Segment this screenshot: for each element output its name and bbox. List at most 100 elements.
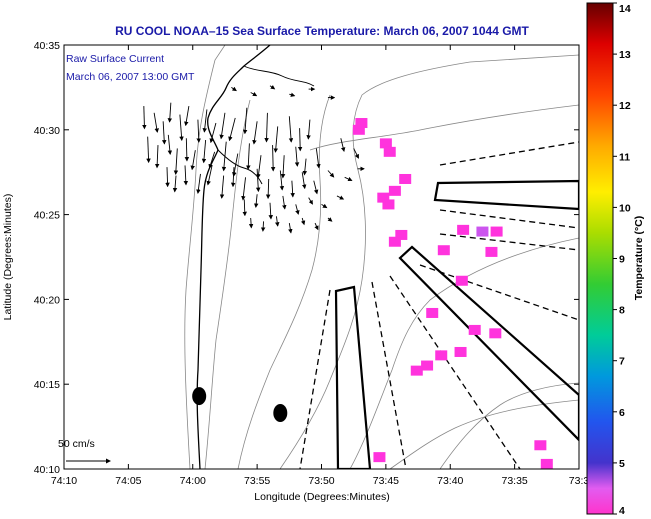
current-vector bbox=[295, 204, 300, 215]
current-vector bbox=[231, 86, 237, 92]
current-vector bbox=[270, 145, 276, 172]
y-axis: 40:10 40:15 40:20 40:25 40:30 40:35 bbox=[34, 40, 579, 476]
sst-patch bbox=[410, 365, 423, 376]
sst-patch bbox=[421, 360, 434, 371]
current-vector bbox=[282, 195, 287, 210]
current-vector bbox=[146, 136, 151, 164]
current-vector bbox=[294, 146, 300, 167]
bathymetry-contours bbox=[184, 45, 579, 469]
sst-patch bbox=[352, 124, 365, 135]
x-tick-label: 73:45 bbox=[373, 475, 399, 487]
sst-patch bbox=[388, 236, 401, 247]
x-tick-label: 73:35 bbox=[501, 475, 527, 487]
radial-lines bbox=[299, 141, 579, 469]
current-vector bbox=[167, 102, 173, 123]
current-vector bbox=[280, 155, 286, 179]
sst-patch bbox=[454, 346, 467, 357]
sst-patch bbox=[485, 246, 498, 257]
y-tick-label: 40:35 bbox=[34, 40, 60, 52]
current-vector bbox=[297, 128, 303, 152]
current-vector bbox=[196, 173, 201, 194]
x-tick-label: 74:10 bbox=[51, 475, 77, 487]
current-vector bbox=[248, 217, 254, 229]
colorbar-tick-label: 8 bbox=[619, 305, 625, 317]
current-vector bbox=[275, 216, 280, 227]
colorbar-tick-label: 14 bbox=[619, 3, 631, 15]
current-vector bbox=[206, 165, 213, 186]
current-vector bbox=[165, 167, 170, 188]
survey-box-east bbox=[433, 179, 579, 211]
current-vector bbox=[306, 119, 311, 140]
sst-patch bbox=[383, 146, 396, 157]
sst-patch bbox=[382, 199, 395, 210]
current-vector bbox=[242, 107, 248, 135]
colorbar-tick-label: 10 bbox=[619, 202, 631, 214]
current-vector bbox=[313, 180, 319, 195]
current-vector bbox=[344, 176, 353, 182]
current-vector bbox=[327, 170, 335, 178]
current-vector bbox=[241, 177, 246, 201]
x-tick-label: 74:05 bbox=[115, 475, 141, 487]
current-vector bbox=[142, 106, 147, 130]
current-vector bbox=[255, 168, 261, 193]
current-vector bbox=[209, 122, 217, 144]
sst-patch bbox=[468, 324, 481, 335]
current-vector bbox=[202, 109, 208, 133]
current-vector bbox=[288, 223, 293, 234]
current-vectors bbox=[142, 84, 365, 234]
current-vector bbox=[230, 167, 236, 188]
colorbar-tick-label: 5 bbox=[619, 458, 625, 470]
y-tick-label: 40:25 bbox=[34, 210, 60, 222]
current-vector bbox=[353, 148, 359, 159]
harbor-shoreline bbox=[243, 65, 315, 87]
current-vector bbox=[301, 172, 307, 190]
sst-patch bbox=[457, 224, 470, 235]
chart-title: RU COOL NOAA–15 Sea Surface Temperature:… bbox=[115, 24, 529, 38]
colorbar-tick-label: 7 bbox=[619, 356, 625, 368]
current-vector bbox=[315, 148, 321, 169]
y-axis-label: Latitude (Degrees:Minutes) bbox=[2, 194, 14, 321]
scale-label: 50 cm/s bbox=[58, 438, 95, 450]
current-vector bbox=[250, 91, 258, 97]
current-vector bbox=[219, 175, 225, 199]
y-tick-label: 40:15 bbox=[34, 379, 60, 391]
current-vector bbox=[154, 145, 160, 169]
current-vector bbox=[221, 141, 227, 172]
annotation-line-2: March 06, 2007 13:00 GMT bbox=[66, 71, 195, 83]
current-vector bbox=[260, 221, 266, 232]
current-vector bbox=[196, 119, 201, 143]
land-marker bbox=[192, 387, 207, 406]
current-vector bbox=[314, 222, 319, 231]
colorbar bbox=[586, 2, 614, 515]
sst-patch bbox=[540, 458, 553, 469]
y-tick-label: 40:30 bbox=[34, 125, 60, 137]
colorbar-tick-label: 11 bbox=[619, 151, 630, 163]
colorbar-tick-label: 4 bbox=[619, 505, 625, 517]
current-vector bbox=[179, 114, 184, 142]
current-vector bbox=[232, 153, 239, 177]
y-tick-label: 40:10 bbox=[34, 464, 60, 476]
sst-patches bbox=[352, 118, 553, 469]
coastline bbox=[196, 45, 271, 469]
y-tick-label: 40:20 bbox=[34, 294, 60, 306]
current-vector bbox=[161, 121, 167, 145]
sst-patch bbox=[373, 452, 386, 463]
current-vector bbox=[279, 170, 285, 191]
survey-box-south bbox=[334, 285, 372, 469]
current-vector bbox=[273, 126, 279, 153]
sst-patch bbox=[377, 192, 390, 203]
plot-frame bbox=[63, 44, 580, 470]
sst-patch bbox=[490, 226, 503, 237]
colorbar-tick-label: 9 bbox=[619, 254, 625, 266]
colorbar-tick-label: 6 bbox=[619, 407, 625, 419]
sst-patch bbox=[435, 350, 448, 361]
x-tick-label: 73:40 bbox=[437, 475, 463, 487]
x-tick-label: 73:3 bbox=[569, 475, 590, 487]
current-vector bbox=[269, 84, 276, 90]
sst-patch bbox=[388, 185, 401, 196]
colorbar-tick-label: 13 bbox=[619, 49, 631, 61]
current-vector bbox=[268, 202, 273, 220]
plot-area bbox=[66, 45, 579, 469]
colorbar-ticks: 4 5 6 7 8 9 10 11 12 13 14 bbox=[613, 2, 631, 517]
colorbar-label: Temperature (°C) bbox=[633, 216, 645, 301]
